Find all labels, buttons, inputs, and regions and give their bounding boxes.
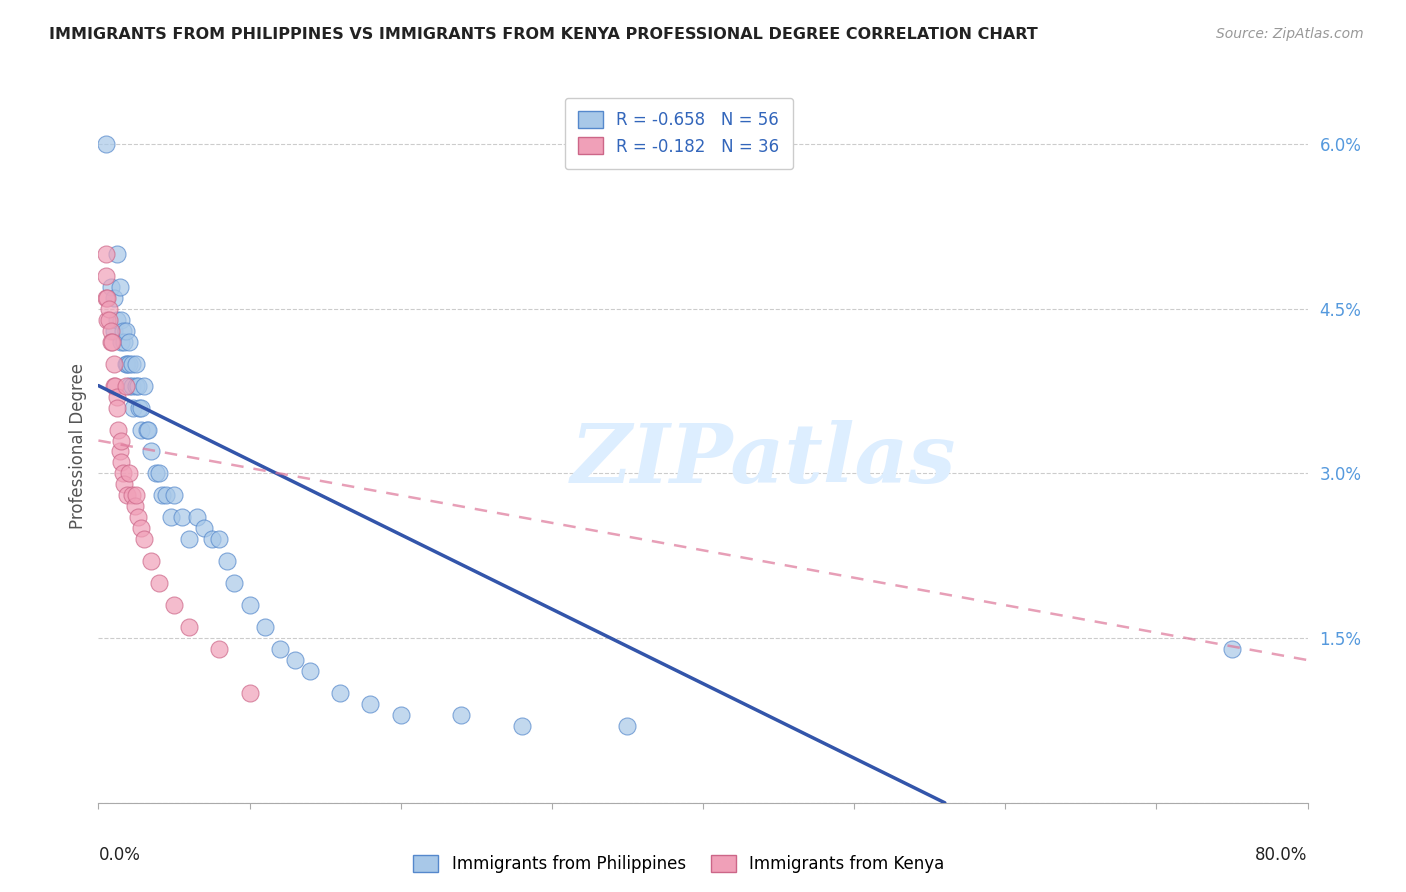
Point (132, 378, 155, 392)
Point (118, 357, 141, 371)
Point (94, 268, 117, 283)
Point (110, 434, 132, 448)
Point (239, 598, 262, 612)
Point (155, 488, 177, 502)
Point (118, 378, 141, 392)
Point (125, 357, 148, 371)
Point (127, 510, 149, 524)
Point (114, 357, 136, 371)
Point (360, 697, 382, 711)
Text: 0.0%: 0.0% (98, 846, 141, 863)
Point (284, 653, 307, 667)
Point (389, 708, 412, 723)
Point (112, 477, 135, 491)
Point (1220, 642, 1243, 657)
Point (105, 401, 128, 415)
Point (148, 576, 170, 591)
Point (135, 423, 157, 437)
Point (132, 533, 155, 547)
Point (299, 664, 322, 678)
Point (103, 291, 125, 305)
Point (122, 401, 145, 415)
Point (510, 719, 533, 733)
Point (98, 312, 121, 326)
Point (118, 467, 141, 481)
Point (98, 301, 121, 316)
Point (94, 137, 117, 152)
Text: ZIPatlas: ZIPatlas (571, 420, 956, 500)
Point (450, 708, 472, 723)
Point (215, 554, 238, 568)
Point (239, 686, 262, 700)
Point (100, 334, 122, 349)
Point (105, 390, 128, 404)
Point (118, 334, 141, 349)
Point (141, 444, 163, 458)
Point (94, 247, 117, 261)
Point (148, 467, 170, 481)
Point (616, 719, 638, 733)
Point (170, 510, 193, 524)
Point (224, 576, 246, 591)
Point (111, 324, 134, 338)
Point (145, 467, 167, 481)
Point (208, 533, 231, 547)
Point (125, 378, 148, 392)
Text: Source: ZipAtlas.com: Source: ZipAtlas.com (1216, 27, 1364, 41)
Point (150, 488, 173, 502)
Text: IMMIGRANTS FROM PHILIPPINES VS IMMIGRANTS FROM KENYA PROFESSIONAL DEGREE CORRELA: IMMIGRANTS FROM PHILIPPINES VS IMMIGRANT… (49, 27, 1038, 42)
Point (163, 598, 186, 612)
Point (96, 291, 118, 305)
Point (125, 488, 148, 502)
Point (121, 488, 143, 502)
Point (105, 247, 128, 261)
Point (103, 357, 125, 371)
Point (114, 378, 136, 392)
Point (329, 686, 352, 700)
Point (179, 620, 201, 634)
Point (129, 423, 152, 437)
Point (121, 378, 143, 392)
Point (163, 488, 186, 502)
Point (103, 324, 125, 338)
Point (110, 312, 132, 326)
Text: 80.0%: 80.0% (1256, 846, 1308, 863)
Point (105, 312, 128, 326)
Point (127, 378, 149, 392)
Point (104, 378, 127, 392)
Point (103, 378, 125, 392)
Point (115, 488, 138, 502)
Point (108, 444, 131, 458)
Point (94, 291, 117, 305)
Point (111, 467, 134, 481)
Point (100, 280, 122, 294)
Point (112, 334, 135, 349)
Y-axis label: Professional Degree: Professional Degree (69, 363, 87, 529)
Point (253, 620, 276, 634)
Point (129, 521, 152, 535)
Point (108, 280, 131, 294)
Point (115, 357, 138, 371)
Point (193, 521, 215, 535)
Point (128, 401, 150, 415)
Point (100, 324, 122, 338)
Point (124, 500, 146, 514)
Point (208, 642, 231, 657)
Point (179, 533, 201, 547)
Point (129, 401, 152, 415)
Point (110, 334, 132, 349)
Point (186, 510, 208, 524)
Point (201, 533, 224, 547)
Legend: Immigrants from Philippines, Immigrants from Kenya: Immigrants from Philippines, Immigrants … (406, 848, 950, 880)
Point (110, 455, 132, 469)
Point (136, 423, 159, 437)
Point (101, 334, 124, 349)
Point (96, 312, 118, 326)
Point (269, 642, 291, 657)
Point (141, 554, 163, 568)
Point (107, 423, 129, 437)
Point (114, 324, 136, 338)
Point (160, 510, 183, 524)
Point (121, 357, 143, 371)
